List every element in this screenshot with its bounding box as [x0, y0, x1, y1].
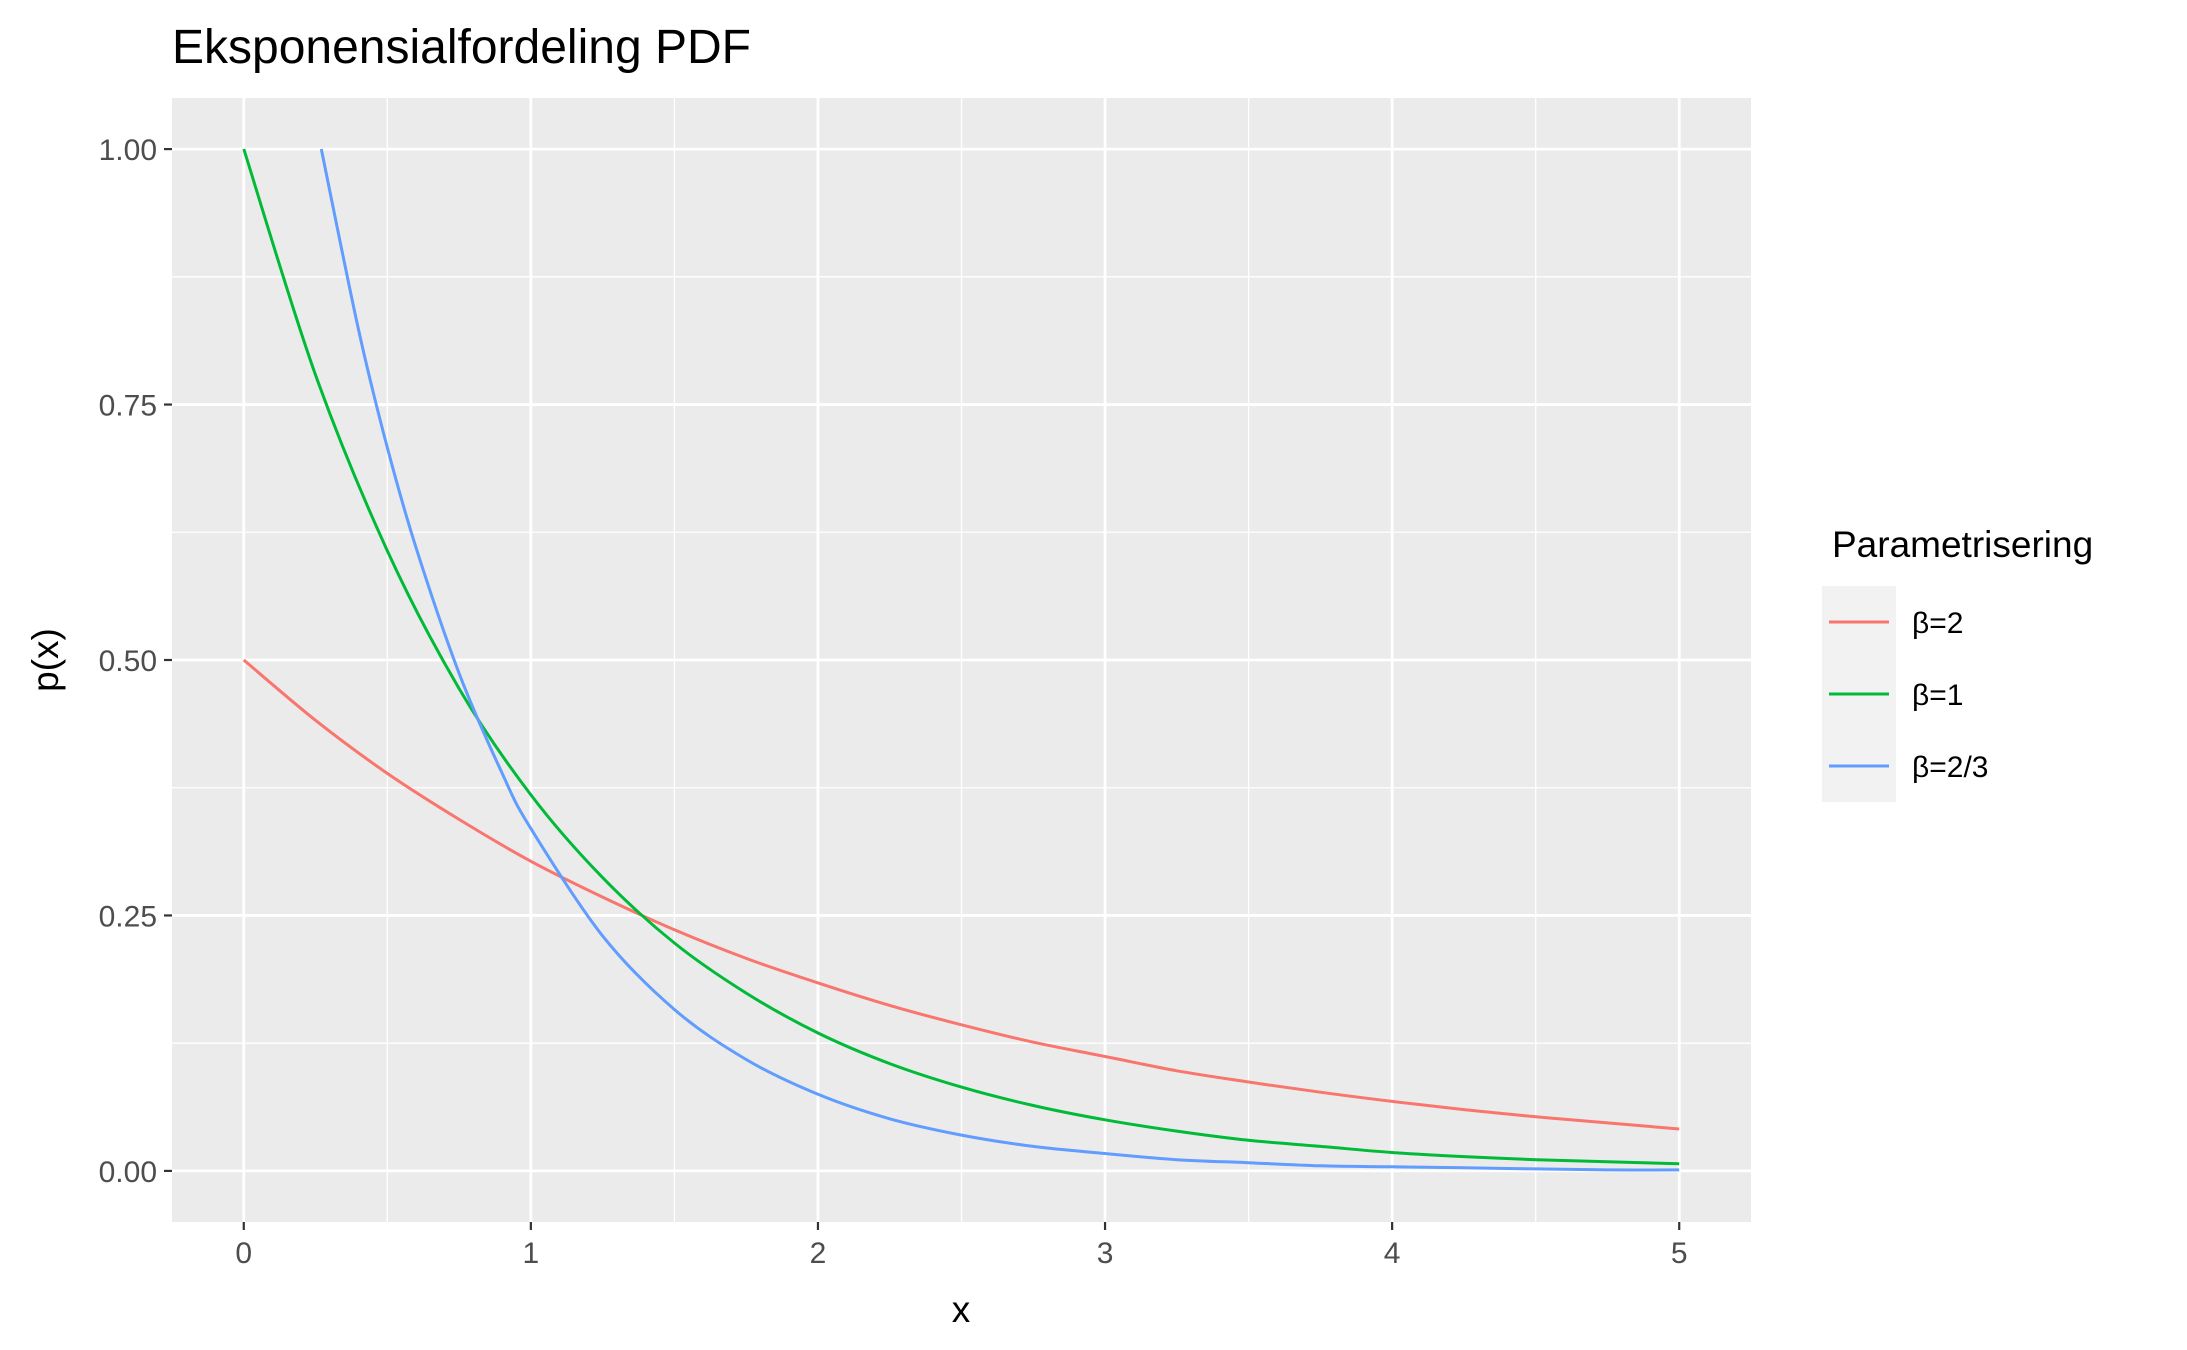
- x-tick-label: 1: [523, 1237, 540, 1270]
- series-line-3: [319, 148, 1680, 1172]
- major-gridlines: [172, 98, 1751, 1222]
- x-tick-label: 2: [810, 1237, 827, 1270]
- x-tick-label: 5: [1671, 1237, 1688, 1270]
- series-line-2: [242, 148, 1680, 1166]
- legend-items: β=2 β=1 β=2/3: [1822, 586, 1988, 802]
- series-line-1: [242, 658, 1680, 1131]
- chart-title: Eksponensialfordeling PDF: [172, 21, 751, 74]
- x-tick-label: 3: [1097, 1237, 1114, 1270]
- legend-label: β=2: [1912, 607, 1963, 640]
- x-axis-title: x: [952, 1289, 971, 1330]
- x-axis: 0 1 2 3 4 5: [235, 1222, 1688, 1270]
- y-axis-title: p(x): [25, 628, 66, 692]
- legend-label: β=2/3: [1912, 751, 1988, 784]
- y-tick-label: 0.50: [99, 645, 157, 678]
- x-tick-label: 4: [1384, 1237, 1401, 1270]
- y-axis: 0.00 0.25 0.50 0.75 1.00: [99, 134, 172, 1189]
- legend-label: β=1: [1912, 679, 1963, 712]
- y-tick-label: 1.00: [99, 134, 157, 167]
- legend: Parametrisering β=2 β=1 β=2/3: [1822, 524, 2093, 802]
- y-tick-label: 0.00: [99, 1156, 157, 1189]
- y-tick-label: 0.25: [99, 900, 157, 933]
- x-tick-label: 0: [235, 1237, 252, 1270]
- y-tick-label: 0.75: [99, 390, 157, 423]
- legend-title: Parametrisering: [1832, 524, 2093, 565]
- series-lines: [242, 148, 1680, 1172]
